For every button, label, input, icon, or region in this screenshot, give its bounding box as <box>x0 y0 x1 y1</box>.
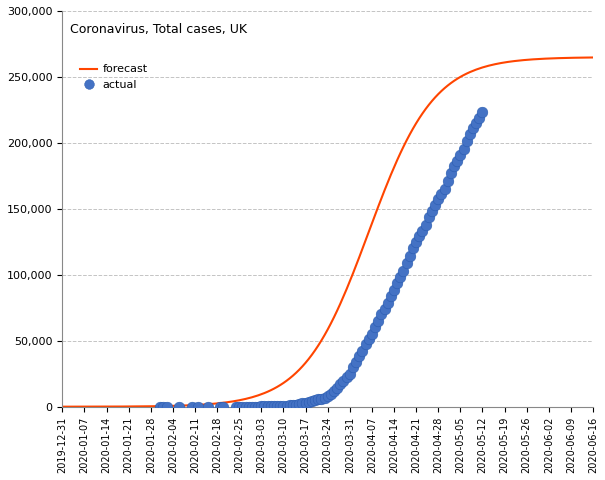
Point <box>215 403 225 410</box>
Point <box>370 323 380 330</box>
Point <box>376 310 386 318</box>
Point <box>275 402 285 410</box>
Point <box>332 384 342 391</box>
Point <box>449 162 459 170</box>
Point <box>427 207 437 215</box>
Point <box>465 130 475 138</box>
Point <box>174 403 184 410</box>
Point <box>437 190 446 198</box>
Point <box>417 227 427 234</box>
Point <box>234 403 244 410</box>
Point <box>477 108 487 116</box>
Point <box>295 400 304 408</box>
Point <box>367 330 377 337</box>
Point <box>380 306 390 313</box>
Point <box>348 363 358 371</box>
Point <box>326 390 336 398</box>
Point <box>272 402 282 410</box>
Point <box>474 114 484 121</box>
Point <box>291 401 301 408</box>
Legend: forecast, actual: forecast, actual <box>76 60 152 95</box>
Point <box>218 403 228 410</box>
Point <box>313 396 323 403</box>
Point <box>260 403 269 410</box>
Point <box>194 403 203 410</box>
Point <box>244 403 253 410</box>
Point <box>355 352 364 360</box>
Point <box>443 177 453 185</box>
Point <box>373 317 383 324</box>
Point <box>335 380 345 388</box>
Point <box>247 403 257 410</box>
Point <box>329 387 339 395</box>
Point <box>471 119 481 127</box>
Point <box>420 221 430 228</box>
Point <box>310 396 320 404</box>
Point <box>411 238 421 246</box>
Point <box>301 399 310 407</box>
Point <box>162 403 171 410</box>
Point <box>304 398 313 406</box>
Point <box>298 399 307 407</box>
Point <box>405 252 414 260</box>
Point <box>253 403 263 410</box>
Point <box>399 267 408 275</box>
Point <box>396 273 405 281</box>
Point <box>187 403 197 410</box>
Point <box>453 156 462 164</box>
Point <box>352 359 361 366</box>
Point <box>279 402 289 410</box>
Point <box>257 403 266 410</box>
Point <box>392 279 402 287</box>
Point <box>433 195 443 203</box>
Point <box>159 403 168 410</box>
Point <box>282 402 292 409</box>
Point <box>339 377 348 385</box>
Point <box>468 124 478 132</box>
Point <box>383 299 393 306</box>
Point <box>269 402 279 410</box>
Point <box>424 214 434 221</box>
Point <box>361 340 370 348</box>
Point <box>285 401 295 409</box>
Point <box>250 403 260 410</box>
Point <box>323 392 333 400</box>
Point <box>238 403 247 410</box>
Point <box>446 169 456 177</box>
Point <box>241 403 250 410</box>
Point <box>389 286 399 294</box>
Point <box>430 201 440 209</box>
Point <box>440 185 450 192</box>
Point <box>459 145 468 153</box>
Point <box>263 403 272 410</box>
Point <box>414 233 424 240</box>
Point <box>386 292 396 300</box>
Point <box>288 401 298 409</box>
Point <box>319 394 329 402</box>
Point <box>358 348 367 355</box>
Point <box>266 402 276 410</box>
Point <box>364 335 373 342</box>
Point <box>462 138 471 145</box>
Point <box>408 244 418 252</box>
Point <box>402 260 411 267</box>
Point <box>316 396 326 403</box>
Point <box>345 370 355 377</box>
Point <box>203 403 212 410</box>
Point <box>342 373 352 381</box>
Point <box>307 397 316 405</box>
Text: Coronavirus, Total cases, UK: Coronavirus, Total cases, UK <box>70 23 247 36</box>
Point <box>231 403 241 410</box>
Point <box>456 152 465 159</box>
Point <box>155 403 165 410</box>
